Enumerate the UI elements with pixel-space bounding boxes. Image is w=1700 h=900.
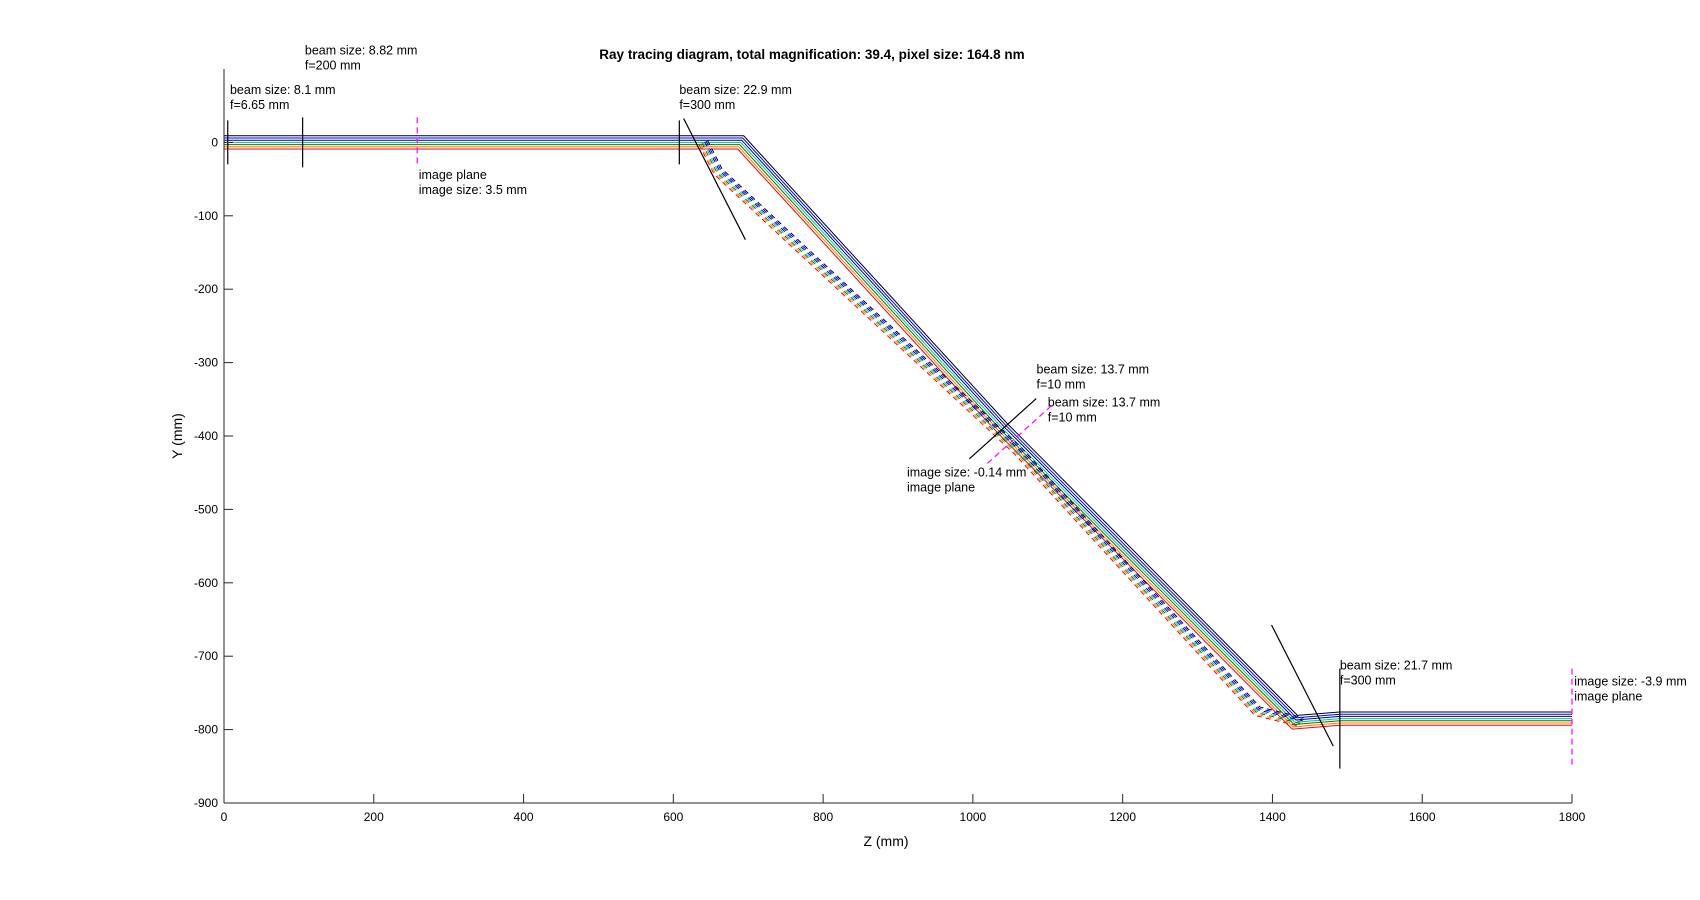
annotation-line: image size: -0.14 mm	[907, 465, 1026, 479]
x-tick-label: 0	[221, 810, 228, 824]
optics-annotation: image size: -3.9 mm image plane	[1574, 675, 1687, 704]
annotation-line: image plane	[1574, 690, 1642, 704]
x-tick-label: 1200	[1109, 810, 1136, 824]
ray-line	[224, 135, 1572, 716]
ray-line	[224, 141, 1572, 723]
ray-line	[224, 148, 1572, 730]
optics-annotation: beam size: 8.1 mm f=6.65 mm	[230, 83, 336, 112]
x-tick-label: 400	[514, 810, 534, 824]
chart-title: Ray tracing diagram, total magnification…	[599, 47, 1024, 62]
ray-dashed-line	[705, 140, 1304, 720]
annotation-line: beam size: 13.7 mm	[1048, 396, 1161, 410]
optics-annotation: image plane image size: 3.5 mm	[419, 168, 527, 197]
ray-dashed-line	[700, 143, 1302, 726]
optics-annotation: beam size: 13.7 mm f=10 mm	[1037, 363, 1150, 392]
x-tick-label: 1600	[1409, 810, 1436, 824]
annotation-line: image size: -3.9 mm	[1574, 675, 1687, 689]
optics-annotation: beam size: 8.82 mm f=200 mm	[305, 43, 418, 72]
x-tick-label: 600	[663, 810, 683, 824]
optics-annotation: beam size: 13.7 mm f=10 mm	[1048, 396, 1161, 425]
x-tick-label: 800	[813, 810, 833, 824]
optics-annotation: beam size: 21.7 mm f=300 mm	[1340, 658, 1453, 687]
annotation-line: beam size: 22.9 mm	[679, 83, 792, 97]
annotation-line: f=10 mm	[1048, 411, 1097, 425]
y-ticks: 0 -100 -200 -300 -400 -500 -600 -700 -800 -900	[194, 135, 233, 810]
mirror-line	[683, 118, 746, 240]
ray-dashed-line	[704, 141, 1303, 722]
y-tick-label: -900	[194, 796, 218, 810]
annotation-layer: beam size: 8.1 mm f=6.65 mm beam size: 8.8…	[230, 43, 1687, 703]
y-tick-label: -700	[194, 649, 218, 663]
ray-dashed-line	[698, 144, 1302, 728]
x-tick-label: 1000	[960, 810, 987, 824]
y-tick-label: -600	[194, 576, 218, 590]
x-tick-label: 1400	[1259, 810, 1286, 824]
annotation-line: image plane	[907, 480, 975, 494]
annotation-line: beam size: 8.82 mm	[305, 43, 418, 57]
optics-annotation: image size: -0.14 mm image plane	[907, 465, 1026, 494]
y-tick-label: -200	[194, 282, 218, 296]
y-tick-label: -800	[194, 723, 218, 737]
annotation-line: f=6.65 mm	[230, 98, 289, 112]
lens-line	[969, 398, 1037, 460]
ray-line	[224, 146, 1572, 728]
y-tick-label: 0	[211, 135, 218, 149]
optics-annotation: beam size: 22.9 mm f=300 mm	[679, 83, 792, 112]
annotation-line: f=10 mm	[1037, 378, 1086, 392]
ray-line	[224, 139, 1572, 721]
y-tick-label: -100	[194, 209, 218, 223]
image-plane-line	[983, 405, 1052, 467]
annotation-line: f=300 mm	[679, 98, 735, 112]
y-tick-label: -400	[194, 429, 218, 443]
annotation-line: beam size: 21.7 mm	[1340, 658, 1453, 672]
ray-line	[224, 137, 1572, 719]
x-ticks: 0 200 400 600 800 1000 1200 1400 1600 1800	[221, 794, 1586, 824]
y-axis-label: Y (mm)	[169, 413, 185, 459]
annotation-line: beam size: 13.7 mm	[1037, 363, 1150, 377]
ray-dashed-line	[702, 142, 1303, 723]
x-tick-label: 1800	[1559, 810, 1586, 824]
annotation-line: f=300 mm	[1340, 673, 1396, 687]
ray-dashed-line	[707, 140, 1304, 719]
y-tick-label: -500	[194, 502, 218, 516]
ray-dashed-line	[701, 142, 1303, 725]
x-axis-label: Z (mm)	[863, 833, 908, 849]
rays-layer	[224, 135, 1572, 730]
annotation-line: image plane	[419, 168, 487, 182]
ray-line	[224, 144, 1572, 726]
x-tick-label: 200	[364, 810, 384, 824]
annotation-line: beam size: 8.1 mm	[230, 83, 336, 97]
annotation-line: image size: 3.5 mm	[419, 183, 527, 197]
y-tick-label: -300	[194, 356, 218, 370]
annotation-line: f=200 mm	[305, 58, 361, 72]
mirror-line	[1270, 624, 1334, 747]
